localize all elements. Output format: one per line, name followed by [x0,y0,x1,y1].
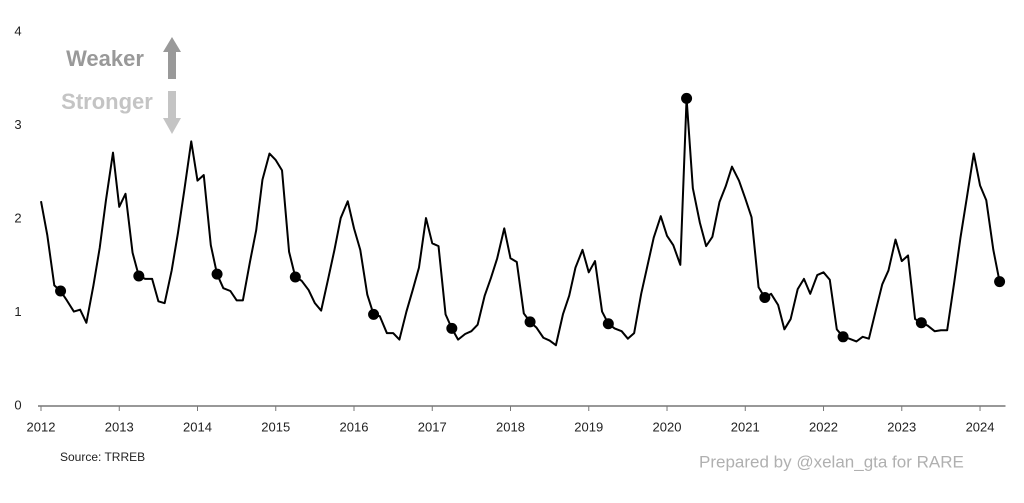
annotation-weaker: Weaker [66,46,144,71]
x-tick-label: 2021 [731,419,760,434]
annotation-stronger: Stronger [61,89,153,114]
x-tick-label: 2013 [105,419,134,434]
data-point [524,316,536,328]
arrow-down [163,91,181,134]
data-point [446,322,458,334]
x-tick-label: 2016 [340,419,369,434]
y-tick-label: 4 [14,23,21,38]
x-tick-label: 2014 [183,419,212,434]
x-tick-label: 2023 [887,419,916,434]
x-tick-label: 2018 [496,419,525,434]
data-point [289,271,301,283]
y-tick-label: 3 [14,117,21,132]
x-tick-label: 2012 [27,419,56,434]
data-point [759,292,771,304]
data-point [368,308,380,320]
data-point [211,268,223,280]
data-point [133,270,145,282]
y-tick-label: 1 [14,304,21,319]
data-point [915,317,927,329]
data-point [681,92,693,104]
y-tick-label: 2 [14,210,21,225]
x-tick-label: 2022 [809,419,838,434]
source: Source: TRREB [60,450,145,464]
x-tick-label: 2015 [261,419,290,434]
x-tick-label: 2024 [966,419,995,434]
data-point [602,318,614,330]
credit: Prepared by @xelan_gta for RARE [699,452,964,471]
x-tick-label: 2019 [574,419,603,434]
x-tick-label: 2020 [653,419,682,434]
arrow-up [163,37,181,79]
data-point [837,331,849,343]
data-point [55,285,67,297]
data-line [40,97,1001,347]
x-tick-label: 2017 [418,419,447,434]
data-point [994,276,1006,288]
y-tick-label: 0 [14,397,21,412]
